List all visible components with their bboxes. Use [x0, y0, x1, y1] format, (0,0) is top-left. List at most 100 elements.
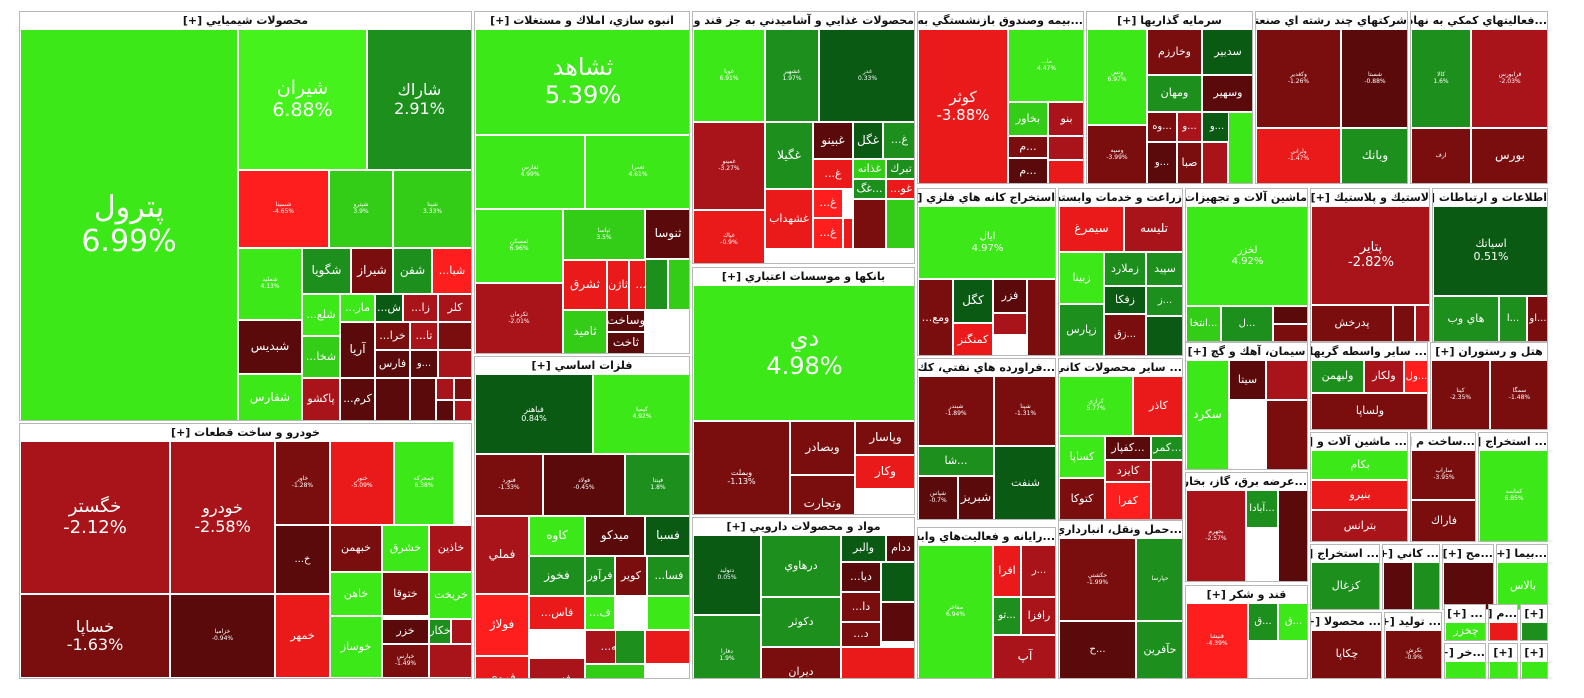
stock-tile[interactable]: چخزر: [1445, 622, 1485, 640]
stock-tile[interactable]: [438, 350, 471, 378]
stock-tile[interactable]: تبرك: [886, 159, 914, 179]
stock-tile[interactable]: خبهمن: [330, 525, 382, 572]
stock-tile[interactable]: كاذر: [1133, 376, 1182, 436]
stock-tile[interactable]: بكام: [1311, 450, 1407, 480]
stock-tile[interactable]: شيراز: [351, 248, 393, 294]
stock-tile[interactable]: ...ل: [1221, 306, 1273, 341]
stock-tile[interactable]: [1048, 136, 1083, 160]
sector-title[interactable]: ...حمل ونقل، انبارداري و [+]: [1059, 521, 1182, 538]
sector-title[interactable]: [+]: [1521, 605, 1547, 622]
sector-title[interactable]: استخراج كانه هاي فلزي [+]: [918, 189, 1055, 206]
stock-tile[interactable]: [1445, 661, 1485, 678]
stock-tile[interactable]: كرازي 5.77%: [1059, 376, 1133, 436]
stock-tile[interactable]: [1383, 562, 1413, 609]
stock-tile[interactable]: [841, 647, 914, 678]
sector-title[interactable]: فلزات اساسي [+]: [475, 357, 689, 374]
stock-tile[interactable]: افرا: [993, 545, 1021, 597]
stock-tile[interactable]: خشرق: [382, 525, 429, 572]
stock-tile[interactable]: ...شا: [918, 446, 994, 476]
stock-tile[interactable]: كوثر -3.88%: [918, 29, 1008, 183]
stock-tile[interactable]: شيران 6.88%: [238, 29, 367, 170]
stock-tile[interactable]: [647, 596, 689, 630]
stock-tile[interactable]: [1146, 316, 1182, 355]
stock-tile[interactable]: كتوكا: [1059, 478, 1105, 519]
stock-tile[interactable]: خگستر -2.12%: [20, 441, 170, 594]
stock-tile[interactable]: فاراك: [1411, 500, 1475, 541]
stock-tile[interactable]: خودرو -2.58%: [170, 441, 275, 594]
stock-tile[interactable]: [1521, 622, 1547, 640]
stock-tile[interactable]: ...ا: [1499, 296, 1527, 341]
stock-tile[interactable]: ...ز: [1146, 286, 1182, 316]
stock-tile[interactable]: كزغال: [1311, 562, 1379, 609]
stock-tile[interactable]: غشهداب: [765, 189, 813, 249]
sector-title[interactable]: سيمان، آهك و گچ [+]: [1186, 343, 1307, 360]
stock-tile[interactable]: غبينو: [813, 122, 853, 159]
stock-tile[interactable]: خساپا -1.63%: [20, 594, 170, 678]
stock-tile[interactable]: فخوز: [529, 556, 585, 596]
stock-tile[interactable]: ...تو: [993, 597, 1021, 635]
sector-title[interactable]: ...فراورده هاي نفتي، كك و [+]: [918, 359, 1055, 376]
stock-tile[interactable]: كايزد: [1105, 460, 1151, 482]
stock-tile[interactable]: درهاوي: [761, 535, 841, 597]
stock-tile[interactable]: وخارزم: [1147, 29, 1202, 75]
stock-tile[interactable]: سدبير: [1202, 29, 1252, 75]
stock-tile[interactable]: ولراني -1.47%: [1256, 128, 1341, 183]
stock-tile[interactable]: [1266, 400, 1307, 469]
stock-tile[interactable]: حكشتي -1.99%: [1059, 538, 1136, 621]
stock-tile[interactable]: خپارس -1.49%: [382, 644, 429, 678]
stock-tile[interactable]: خاهن: [330, 572, 382, 616]
sector-title[interactable]: ... [+]: [1445, 605, 1485, 622]
stock-tile[interactable]: فجر: [585, 664, 645, 678]
stock-tile[interactable]: وبملت -1.13%: [693, 421, 790, 514]
stock-tile[interactable]: خريخت: [429, 572, 471, 619]
stock-tile[interactable]: ...وه: [1147, 112, 1177, 142]
stock-tile[interactable]: فنورد -1.33%: [475, 454, 543, 516]
stock-tile[interactable]: تكرش -0.9%: [1385, 630, 1441, 678]
stock-tile[interactable]: وپاسار: [855, 421, 914, 455]
stock-tile[interactable]: [1278, 490, 1307, 581]
stock-tile[interactable]: حآفرين: [1136, 621, 1182, 678]
stock-tile[interactable]: شبريز: [958, 476, 994, 519]
stock-tile[interactable]: [429, 644, 471, 678]
sector-title[interactable]: ...فعاليتهاي كمكي به نهادها [+]: [1411, 12, 1547, 29]
sector-title[interactable]: ... استخراج [+]: [1311, 545, 1379, 562]
stock-tile[interactable]: خكار: [429, 619, 451, 644]
stock-tile[interactable]: سمگا -1.48%: [1490, 360, 1547, 429]
stock-tile[interactable]: بورس: [1471, 128, 1547, 183]
stock-tile[interactable]: شپترو 3.9%: [329, 170, 393, 248]
stock-tile[interactable]: شفارس: [238, 374, 302, 420]
sector-title[interactable]: ... توليد [+]: [1385, 613, 1441, 630]
stock-tile[interactable]: غگل: [853, 122, 883, 159]
stock-tile[interactable]: ثفارس 4.99%: [475, 135, 585, 209]
stock-tile[interactable]: خزاميا -0.94%: [170, 594, 275, 678]
sector-title[interactable]: اطلاعات و ارتباطات [+]: [1433, 189, 1547, 206]
stock-tile[interactable]: پدرخش: [1311, 305, 1393, 341]
stock-tile[interactable]: [881, 562, 914, 602]
sector-title[interactable]: ...رايانه و فعاليت‌هاي وابس [+]: [918, 528, 1055, 545]
stock-tile[interactable]: ما... 4.47%: [1008, 29, 1083, 102]
stock-tile[interactable]: [1273, 306, 1307, 324]
stock-tile[interactable]: ...انتخا: [1186, 306, 1221, 341]
sector-title[interactable]: ...بيمه وصندوق بازنشستگي به جزتا [+]: [918, 12, 1083, 29]
stock-tile[interactable]: غپاك -0.9%: [693, 210, 765, 263]
stock-tile[interactable]: آريا: [340, 322, 375, 378]
stock-tile[interactable]: شفن: [393, 248, 432, 294]
stock-tile[interactable]: قنيشا -4.39%: [1186, 603, 1248, 678]
stock-tile[interactable]: ثپاسا 3.5%: [563, 209, 645, 260]
stock-tile[interactable]: [1273, 324, 1307, 341]
sector-title[interactable]: ...م [+]: [1489, 605, 1517, 622]
stock-tile[interactable]: ددام: [886, 535, 914, 562]
stock-tile[interactable]: شخا...: [302, 336, 340, 378]
stock-tile[interactable]: شنفت: [994, 446, 1055, 519]
stock-tile[interactable]: شسينا -4.65%: [238, 170, 329, 248]
stock-tile[interactable]: غ...: [813, 159, 853, 189]
stock-tile[interactable]: وبصادر: [790, 421, 855, 475]
stock-tile[interactable]: حپارسا: [1136, 538, 1182, 621]
stock-tile[interactable]: ثكرمان -2.01%: [475, 283, 563, 353]
stock-tile[interactable]: [668, 259, 689, 310]
stock-tile[interactable]: ...كفپار: [1105, 436, 1151, 460]
sector-title[interactable]: زراعت و خدمات وابسته [+]: [1059, 189, 1182, 206]
stock-tile[interactable]: شبندر -1.89%: [918, 376, 994, 446]
stock-tile[interactable]: غذانه: [853, 159, 886, 179]
sector-title[interactable]: ...ساخت م [+]: [1411, 433, 1475, 450]
